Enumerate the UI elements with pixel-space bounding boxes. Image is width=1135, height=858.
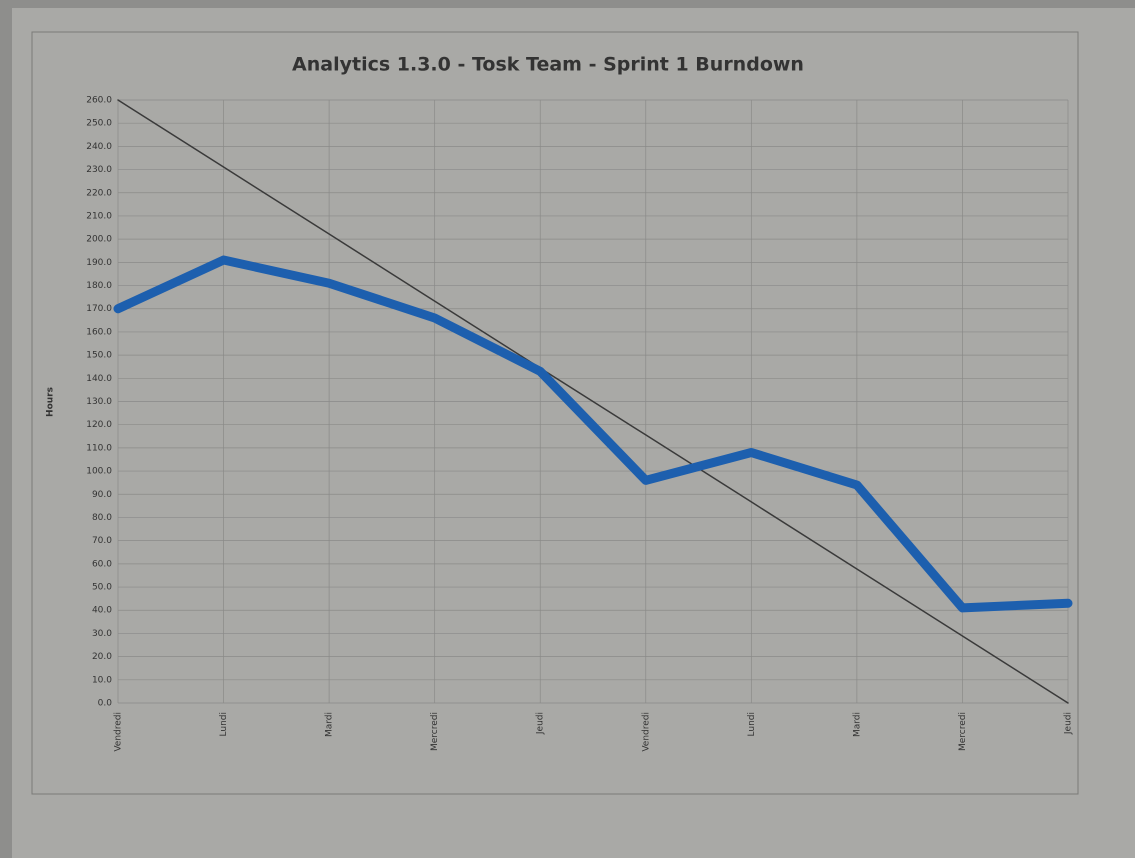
paper-sheet: [12, 8, 1135, 858]
x-tick-label: Mardi: [325, 712, 335, 737]
x-tick-label: Mardi: [852, 712, 862, 737]
y-tick-label: 160.0: [86, 327, 112, 337]
x-tick-label: Lundi: [219, 712, 229, 736]
y-tick-label: 10.0: [92, 675, 112, 685]
y-tick-label: 170.0: [86, 304, 112, 314]
series-line: [117, 99, 1069, 704]
y-tick-label: 80.0: [92, 513, 112, 523]
y-tick-label: 150.0: [86, 351, 112, 361]
y-tick-label: 250.0: [86, 119, 112, 129]
y-tick-label: 130.0: [86, 397, 112, 407]
y-tick-label: 110.0: [86, 443, 112, 453]
y-tick-label: 210.0: [86, 211, 112, 221]
y-tick-label: 0.0: [98, 699, 113, 709]
x-tick-label: Jeudi: [536, 712, 546, 735]
y-tick-label: 120.0: [86, 420, 112, 430]
y-tick-label: 260.0: [86, 96, 112, 106]
chart-border: [31, 31, 1079, 795]
x-tick-label: Vendredi: [641, 712, 651, 752]
y-tick-label: 70.0: [92, 536, 112, 546]
y-tick-label: 140.0: [86, 374, 112, 384]
x-tick-label: Jeudi: [1064, 712, 1074, 735]
y-tick-label: 20.0: [92, 652, 112, 662]
y-tick-label: 220.0: [86, 188, 112, 198]
y-tick-label: 50.0: [92, 583, 112, 593]
x-tick-label: Mercredi: [430, 712, 440, 751]
y-tick-label: 60.0: [92, 559, 112, 569]
series-line: [113, 255, 1073, 613]
y-tick-label: 90.0: [92, 490, 112, 500]
chart-title: Analytics 1.3.0 - Tosk Team - Sprint 1 B…: [292, 54, 804, 76]
y-tick-label: 30.0: [92, 629, 112, 639]
y-tick-label: 190.0: [86, 258, 112, 268]
x-tick-label: Vendredi: [114, 712, 124, 752]
y-tick-label: 200.0: [86, 235, 112, 245]
y-tick-label: 100.0: [86, 467, 112, 477]
y-tick-label: 230.0: [86, 165, 112, 175]
y-tick-label: 180.0: [86, 281, 112, 291]
y-axis-label: Hours: [46, 387, 56, 417]
y-tick-label: 240.0: [86, 142, 112, 152]
y-tick-label: 40.0: [92, 606, 112, 616]
x-tick-label: Mercredi: [958, 712, 968, 751]
x-tick-label: Lundi: [747, 712, 757, 736]
